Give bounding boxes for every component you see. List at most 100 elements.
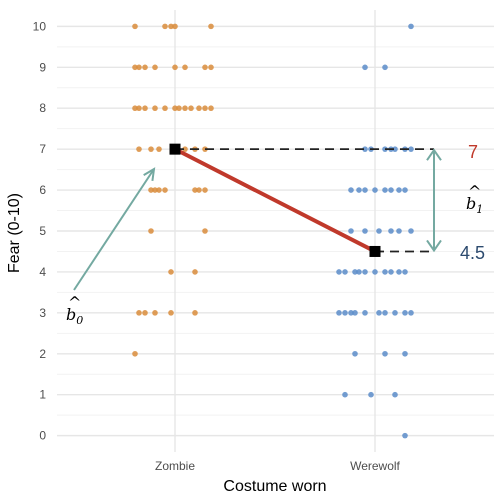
b1-letter: b [466, 194, 476, 213]
data-point-werewolf [382, 350, 388, 357]
b1-hat: ^ [468, 182, 481, 201]
y-axis-tick-labels: 0 1 2 3 4 5 6 7 8 9 10 [33, 19, 47, 442]
data-point-zombie [162, 187, 168, 193]
x-tick-label: Werewolf [350, 459, 400, 473]
mean-marker-zombie [169, 143, 181, 155]
data-point-zombie [142, 105, 148, 112]
b1-arrowhead-top [426, 148, 442, 161]
data-point-werewolf [368, 391, 374, 398]
data-point-werewolf [408, 228, 414, 234]
data-point-zombie [136, 310, 142, 316]
data-point-werewolf [392, 391, 398, 398]
major-gridlines [57, 10, 494, 452]
y-tick-label: 6 [39, 183, 46, 197]
data-point-werewolf [402, 350, 408, 357]
data-point-zombie [172, 64, 178, 71]
data-point-zombie [208, 105, 214, 112]
data-point-werewolf [362, 228, 368, 234]
data-point-werewolf [402, 187, 408, 193]
y-tick-label: 3 [39, 306, 46, 320]
data-point-werewolf [402, 269, 408, 275]
data-point-werewolf [402, 310, 408, 316]
data-point-zombie [172, 23, 178, 30]
x-axis-tick-labels: Zombie Werewolf [155, 459, 401, 473]
data-point-werewolf [342, 269, 348, 275]
y-tick-label: 8 [39, 101, 46, 115]
y-tick-label: 7 [39, 142, 46, 156]
data-point-zombie [208, 23, 214, 30]
data-point-werewolf [392, 146, 398, 152]
data-point-zombie [152, 64, 158, 71]
data-point-zombie [162, 105, 168, 112]
data-point-zombie [152, 105, 158, 112]
y-tick-label: 10 [33, 19, 47, 33]
data-point-zombie [156, 146, 162, 152]
data-point-werewolf [362, 146, 368, 152]
data-point-werewolf [396, 269, 402, 275]
data-point-werewolf [392, 310, 398, 316]
data-point-werewolf [348, 310, 354, 316]
data-point-zombie [182, 64, 188, 71]
y-tick-label: 0 [39, 429, 46, 443]
data-point-zombie [132, 64, 138, 71]
data-point-zombie [182, 146, 188, 152]
data-point-zombie [152, 187, 158, 193]
data-point-werewolf [372, 269, 378, 275]
data-point-zombie [202, 64, 208, 71]
data-point-werewolf [336, 310, 342, 316]
data-point-werewolf [382, 269, 388, 275]
annotations [73, 143, 442, 291]
data-point-werewolf [396, 228, 402, 234]
data-point-zombie [196, 105, 202, 112]
mean-marker-werewolf [369, 245, 381, 257]
data-point-zombie [148, 187, 154, 193]
data-point-werewolf [402, 432, 408, 439]
data-point-zombie [202, 187, 208, 193]
data-point-zombie [182, 105, 188, 112]
data-point-zombie [196, 187, 202, 193]
data-point-zombie [168, 310, 174, 316]
data-point-werewolf [348, 187, 354, 193]
data-point-zombie [202, 105, 208, 112]
data-points [132, 23, 414, 439]
data-point-zombie [156, 187, 162, 193]
data-point-zombie [176, 105, 182, 112]
b1-arrowhead-bottom [426, 239, 442, 253]
data-point-werewolf [408, 23, 414, 30]
data-point-werewolf [376, 228, 382, 234]
data-point-zombie [192, 187, 198, 193]
data-point-werewolf [342, 310, 348, 316]
b0-letter: b [66, 305, 76, 324]
data-point-werewolf [388, 228, 394, 234]
x-axis-title: Costume worn [223, 478, 326, 495]
data-point-werewolf [376, 310, 382, 316]
data-point-werewolf [382, 187, 388, 193]
y-axis-title: Fear (0-10) [6, 193, 23, 273]
data-point-werewolf [382, 310, 388, 316]
data-point-werewolf [396, 187, 402, 193]
data-point-werewolf [356, 269, 362, 275]
b0-subscript: 0 [76, 314, 83, 327]
data-point-zombie [142, 310, 148, 316]
data-point-zombie [142, 64, 148, 71]
data-point-werewolf [362, 310, 368, 316]
data-point-zombie [202, 228, 208, 234]
data-point-zombie [152, 310, 158, 316]
b0-label: b0 [66, 305, 83, 327]
data-point-werewolf [388, 187, 394, 193]
data-point-zombie [192, 269, 198, 275]
slope-line [173, 147, 377, 254]
data-point-werewolf [342, 391, 348, 398]
b0-hat: ^ [68, 293, 81, 312]
data-point-zombie [132, 105, 138, 112]
y-tick-label: 5 [39, 224, 46, 238]
data-point-werewolf [382, 64, 388, 71]
data-point-zombie [168, 269, 174, 275]
data-point-werewolf [352, 310, 358, 316]
data-point-zombie [136, 146, 142, 152]
data-point-zombie [148, 146, 154, 152]
data-point-werewolf [348, 228, 354, 234]
data-point-zombie [132, 350, 138, 357]
b1-subscript: 1 [476, 203, 483, 216]
data-point-zombie [162, 23, 168, 30]
